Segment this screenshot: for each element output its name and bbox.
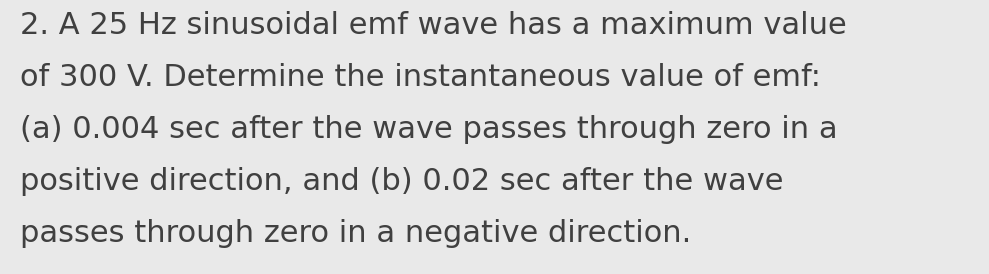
- Text: 2. A 25 Hz sinusoidal emf wave has a maximum value: 2. A 25 Hz sinusoidal emf wave has a max…: [20, 11, 847, 40]
- Text: (a) 0.004 sec after the wave passes through zero in a: (a) 0.004 sec after the wave passes thro…: [20, 115, 838, 144]
- Text: passes through zero in a negative direction.: passes through zero in a negative direct…: [20, 219, 691, 248]
- Text: of 300 V. Determine the instantaneous value of emf:: of 300 V. Determine the instantaneous va…: [20, 63, 821, 92]
- Text: positive direction, and (b) 0.02 sec after the wave: positive direction, and (b) 0.02 sec aft…: [20, 167, 783, 196]
